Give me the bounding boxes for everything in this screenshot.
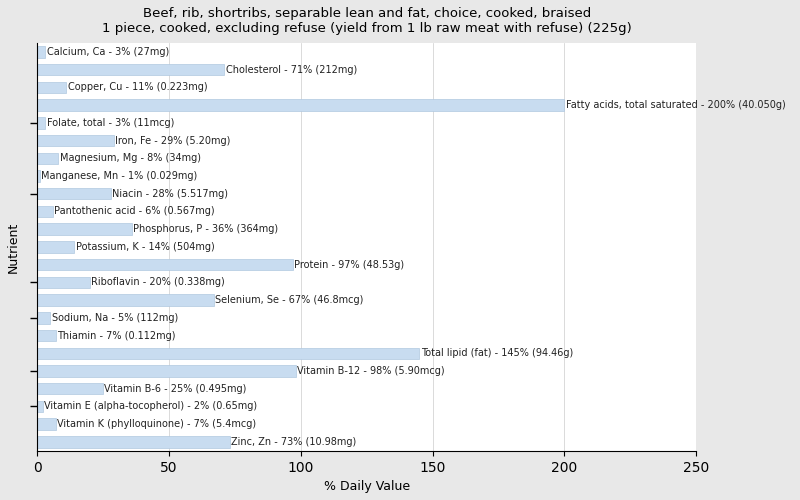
Text: Pantothenic acid - 6% (0.567mg): Pantothenic acid - 6% (0.567mg)	[54, 206, 215, 216]
Bar	[38, 152, 58, 164]
Bar	[38, 400, 42, 412]
Text: Copper, Cu - 11% (0.223mg): Copper, Cu - 11% (0.223mg)	[68, 82, 207, 92]
Text: Vitamin B-6 - 25% (0.495mg): Vitamin B-6 - 25% (0.495mg)	[105, 384, 247, 394]
X-axis label: % Daily Value: % Daily Value	[324, 480, 410, 493]
Text: Zinc, Zn - 73% (10.98mg): Zinc, Zn - 73% (10.98mg)	[231, 437, 356, 447]
Y-axis label: Nutrient: Nutrient	[7, 222, 20, 272]
Text: Manganese, Mn - 1% (0.029mg): Manganese, Mn - 1% (0.029mg)	[42, 171, 198, 181]
Bar	[38, 46, 46, 58]
Bar	[38, 383, 103, 394]
Text: Phosphorus, P - 36% (364mg): Phosphorus, P - 36% (364mg)	[134, 224, 278, 234]
Text: Vitamin B-12 - 98% (5.90mcg): Vitamin B-12 - 98% (5.90mcg)	[297, 366, 445, 376]
Bar	[38, 170, 40, 182]
Text: Selenium, Se - 67% (46.8mcg): Selenium, Se - 67% (46.8mcg)	[215, 295, 363, 305]
Bar	[38, 294, 214, 306]
Bar	[38, 224, 132, 235]
Text: Fatty acids, total saturated - 200% (40.050g): Fatty acids, total saturated - 200% (40.…	[566, 100, 786, 110]
Text: Niacin - 28% (5.517mg): Niacin - 28% (5.517mg)	[113, 188, 229, 198]
Text: Potassium, K - 14% (504mg): Potassium, K - 14% (504mg)	[75, 242, 214, 252]
Text: Vitamin K (phylloquinone) - 7% (5.4mcg): Vitamin K (phylloquinone) - 7% (5.4mcg)	[57, 419, 256, 429]
Bar	[38, 276, 90, 288]
Bar	[38, 100, 564, 111]
Text: Sodium, Na - 5% (112mg): Sodium, Na - 5% (112mg)	[52, 313, 178, 323]
Text: Total lipid (fat) - 145% (94.46g): Total lipid (fat) - 145% (94.46g)	[421, 348, 573, 358]
Bar	[38, 241, 74, 252]
Bar	[38, 418, 56, 430]
Text: Cholesterol - 71% (212mg): Cholesterol - 71% (212mg)	[226, 64, 357, 74]
Bar	[38, 436, 230, 448]
Bar	[38, 188, 111, 200]
Bar	[38, 117, 46, 128]
Bar	[38, 206, 53, 217]
Text: Thiamin - 7% (0.112mg): Thiamin - 7% (0.112mg)	[57, 330, 175, 340]
Text: Calcium, Ca - 3% (27mg): Calcium, Ca - 3% (27mg)	[46, 47, 169, 57]
Text: Iron, Fe - 29% (5.20mg): Iron, Fe - 29% (5.20mg)	[115, 136, 230, 145]
Text: Magnesium, Mg - 8% (34mg): Magnesium, Mg - 8% (34mg)	[60, 154, 201, 164]
Title: Beef, rib, shortribs, separable lean and fat, choice, cooked, braised
1 piece, c: Beef, rib, shortribs, separable lean and…	[102, 7, 631, 35]
Bar	[38, 312, 50, 324]
Bar	[38, 365, 295, 377]
Text: Riboflavin - 20% (0.338mg): Riboflavin - 20% (0.338mg)	[91, 278, 225, 287]
Text: Folate, total - 3% (11mcg): Folate, total - 3% (11mcg)	[46, 118, 174, 128]
Bar	[38, 64, 224, 76]
Bar	[38, 330, 56, 342]
Text: Vitamin E (alpha-tocopherol) - 2% (0.65mg): Vitamin E (alpha-tocopherol) - 2% (0.65m…	[44, 402, 257, 411]
Bar	[38, 348, 419, 359]
Bar	[38, 259, 293, 270]
Bar	[38, 82, 66, 93]
Text: Protein - 97% (48.53g): Protein - 97% (48.53g)	[294, 260, 404, 270]
Bar	[38, 135, 114, 146]
